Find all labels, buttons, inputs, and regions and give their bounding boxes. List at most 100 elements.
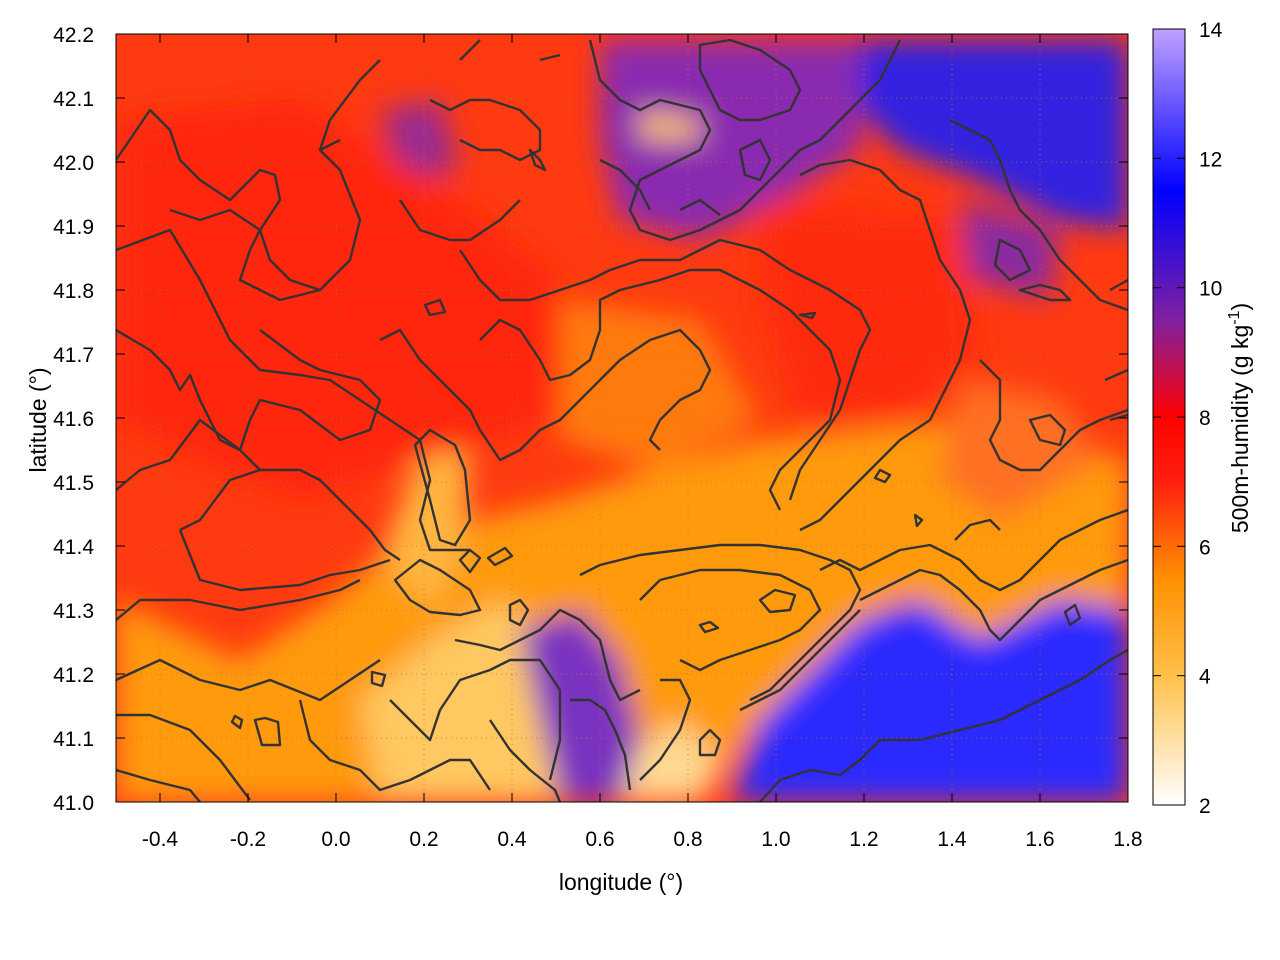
contour-line xyxy=(579,543,862,702)
contour-line xyxy=(738,138,772,182)
colorbar-tick-label: 10 xyxy=(1199,278,1222,301)
humidity-contours xyxy=(116,38,1128,802)
y-tick-label: 42.2 xyxy=(53,24,94,47)
x-tick-label: 0.4 xyxy=(497,828,527,851)
pyrenees-purple xyxy=(600,40,860,240)
x-tick-label: 0.0 xyxy=(321,828,350,851)
x-tick-label: 0.6 xyxy=(585,828,614,851)
sea-humid xyxy=(730,600,1128,802)
contour-line xyxy=(698,38,802,122)
colorbar-ticks: 2 4 6 8 10 12 14 xyxy=(1153,19,1223,818)
contour-line xyxy=(116,768,201,802)
y-tick-label: 41.3 xyxy=(53,600,94,623)
x-tick-label: 1.8 xyxy=(1113,828,1142,851)
pyrenees-humid xyxy=(860,40,1128,230)
y-tick-label: 41.8 xyxy=(53,280,94,303)
interior-orange-patch xyxy=(560,300,760,470)
contour-line xyxy=(389,658,562,781)
sea-purple-edge xyxy=(520,610,640,802)
y-tick-label: 41.7 xyxy=(53,344,94,367)
contour-line xyxy=(599,158,721,216)
east-orange-patch xyxy=(940,380,1100,520)
contour-line xyxy=(459,238,872,501)
contour-line xyxy=(298,699,491,792)
north-purple-patch xyxy=(380,100,460,180)
colorbar-tick-label: 12 xyxy=(1199,148,1222,171)
coastal-light-patch-3 xyxy=(620,720,720,802)
y-tick-label: 41.5 xyxy=(53,472,94,495)
contour-line xyxy=(819,508,1128,592)
contour-line xyxy=(698,620,720,634)
contour-line xyxy=(639,568,822,672)
colorbar-title-main: 500m-humidity (g kg xyxy=(1227,325,1253,533)
colorbar-tick-label: 6 xyxy=(1199,536,1211,559)
contour-line xyxy=(393,558,482,617)
contour-line xyxy=(588,39,902,242)
x-tick-label: 1.4 xyxy=(937,828,967,851)
interior-red xyxy=(116,100,560,500)
x-tick-label: 0.8 xyxy=(673,828,702,851)
y-tick-label: 41.0 xyxy=(53,792,94,815)
contour-line xyxy=(116,328,382,452)
x-axis-title: longitude (°) xyxy=(559,869,683,895)
x-tick-label: 1.0 xyxy=(761,828,790,851)
contour-line xyxy=(486,546,514,567)
y-tick-label: 41.4 xyxy=(53,536,94,559)
contour-line xyxy=(873,468,1001,541)
contour-line xyxy=(116,228,470,552)
contour-line xyxy=(639,678,692,781)
contour-line xyxy=(458,548,482,574)
contour-line xyxy=(759,648,1128,802)
colorbar-tick-label: 8 xyxy=(1199,407,1211,430)
y-tick-label: 41.1 xyxy=(53,728,94,751)
north-light-patch xyxy=(640,110,700,140)
contour-line xyxy=(799,158,972,532)
colorbar-tick-label: 2 xyxy=(1199,795,1211,818)
y-tick-label: 42.0 xyxy=(53,152,94,175)
contour-line xyxy=(570,698,632,791)
colorbar-tick-label: 4 xyxy=(1199,666,1211,689)
contour-line xyxy=(116,658,381,702)
contour-line xyxy=(1063,603,1082,627)
contour-line xyxy=(423,298,817,320)
contour-line xyxy=(169,199,521,292)
contour-line xyxy=(454,608,641,702)
contour-line xyxy=(949,118,1128,312)
contour-line xyxy=(1018,283,1072,302)
contour-line xyxy=(253,716,282,747)
plot-area xyxy=(116,34,1128,802)
contour-line xyxy=(528,148,547,172)
contour-line xyxy=(758,588,797,614)
contour-line xyxy=(508,598,530,627)
contour-line xyxy=(859,558,1128,642)
colorbar-title: 500m-humidity (g kg-1) xyxy=(1226,303,1253,533)
contour-line xyxy=(479,268,842,511)
heatmap-fields xyxy=(116,40,1128,802)
y-tick-label: 41.9 xyxy=(53,216,94,239)
contour-line xyxy=(116,578,361,621)
y-tick-label: 41.2 xyxy=(53,664,94,687)
y-axis-ticks: 41.0 41.1 41.2 41.3 41.4 41.5 41.6 41.7 41.8 41.9… xyxy=(53,24,1128,815)
contour-line xyxy=(116,59,381,302)
x-tick-label: 1.6 xyxy=(1025,828,1054,851)
y-axis-title: latitude (°) xyxy=(25,367,51,472)
contour-line xyxy=(489,719,562,802)
colorbar-title-sup: -1 xyxy=(1226,310,1243,324)
x-tick-label: 1.2 xyxy=(849,828,878,851)
contour-line xyxy=(979,359,1128,472)
y-tick-label: 41.6 xyxy=(53,408,94,431)
x-tick-label: 0.2 xyxy=(409,828,438,851)
coastal-light-patch-2 xyxy=(380,430,470,610)
x-axis-ticks: -0.4 -0.2 0.0 0.2 0.4 0.6 0.8 1.0 1.2 1.4 1.6 1.8 xyxy=(142,34,1143,851)
contour-line xyxy=(370,670,387,688)
contour-line xyxy=(739,609,861,712)
contour-line xyxy=(230,714,244,730)
interior-red-east xyxy=(760,200,980,420)
colorbar: 2 4 6 8 10 12 14 500m-humidity (g kg-1) xyxy=(1152,19,1253,818)
contour-line xyxy=(429,98,542,162)
contour-line xyxy=(116,713,251,801)
contour-line xyxy=(178,468,391,592)
colorbar-title-end: ) xyxy=(1227,303,1253,311)
contour-line xyxy=(698,728,722,757)
